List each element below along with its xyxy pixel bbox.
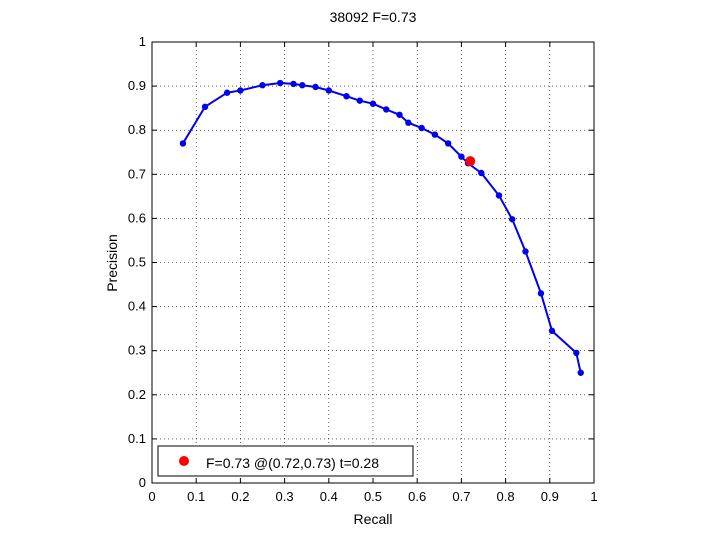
data-point [458, 153, 465, 160]
legend-marker [179, 456, 189, 466]
y-tick-label: 0.7 [128, 166, 146, 181]
data-point [356, 97, 363, 104]
data-point [431, 131, 439, 138]
data-point [573, 349, 580, 357]
chart-title: 38092 F=0.73 [330, 9, 417, 25]
y-tick-label: 0.5 [128, 255, 146, 270]
data-point [179, 140, 187, 147]
legend-box [157, 445, 414, 477]
series-group [179, 79, 584, 376]
data-point [537, 290, 545, 297]
data-point [369, 100, 377, 107]
data-point [405, 119, 412, 126]
highlight-group [465, 156, 476, 167]
data-point [312, 83, 319, 91]
data-point [396, 111, 403, 118]
data-point [444, 140, 452, 147]
axis-ticks [151, 41, 595, 484]
x-tick-label: 0.3 [276, 489, 294, 504]
y-tick-label: 0.8 [128, 122, 146, 137]
x-tick-label: 0.4 [320, 489, 338, 504]
data-point [509, 216, 516, 223]
data-point [495, 192, 503, 199]
y-tick-label: 0.1 [128, 431, 146, 446]
x-tick-label: 0.9 [541, 489, 559, 504]
y-tick-label: 0.4 [128, 299, 146, 314]
data-point [548, 327, 556, 335]
data-point [418, 124, 425, 132]
data-point [201, 103, 209, 111]
x-tick-label: 0.5 [364, 489, 382, 504]
data-point [223, 89, 231, 96]
data-point [237, 87, 244, 94]
best-f-point [465, 156, 476, 167]
x-tick-label: 0.2 [231, 489, 249, 504]
y-tick-label: 0.3 [128, 343, 146, 358]
data-point [577, 369, 584, 376]
x-tick-label: 0.8 [497, 489, 515, 504]
x-tick-label: 0 [148, 489, 155, 504]
grid [152, 42, 594, 483]
legend: F=0.73 @(0.72,0.73) t=0.28 [157, 445, 414, 477]
data-point [325, 87, 332, 94]
x-tick-label: 0.1 [187, 489, 205, 504]
x-tick-label: 0.7 [452, 489, 470, 504]
y-axis-label: Precision [104, 234, 120, 292]
data-point [478, 169, 485, 177]
data-point [259, 82, 266, 89]
y-tick-label: 0.2 [128, 387, 146, 402]
x-tick-label: 0.6 [408, 489, 426, 504]
y-tick-label: 0 [139, 475, 146, 490]
data-point [383, 106, 390, 113]
data-point [290, 80, 297, 88]
x-axis-label: Recall [354, 511, 393, 527]
legend-label: F=0.73 @(0.72,0.73) t=0.28 [206, 455, 379, 471]
x-tick-label: 1 [590, 489, 597, 504]
tick-labels: 0 0.1 0.2 0.3 0.4 0.5 0.6 0.7 0.8 0.9 1 0 0.1 0.2 0.3 0… [128, 34, 598, 504]
data-point [276, 79, 284, 87]
y-tick-label: 0.6 [128, 210, 146, 225]
data-point [522, 248, 529, 255]
data-point [299, 82, 306, 89]
y-tick-label: 0.9 [128, 78, 146, 93]
y-tick-label: 1 [139, 34, 146, 49]
data-point [343, 93, 350, 100]
